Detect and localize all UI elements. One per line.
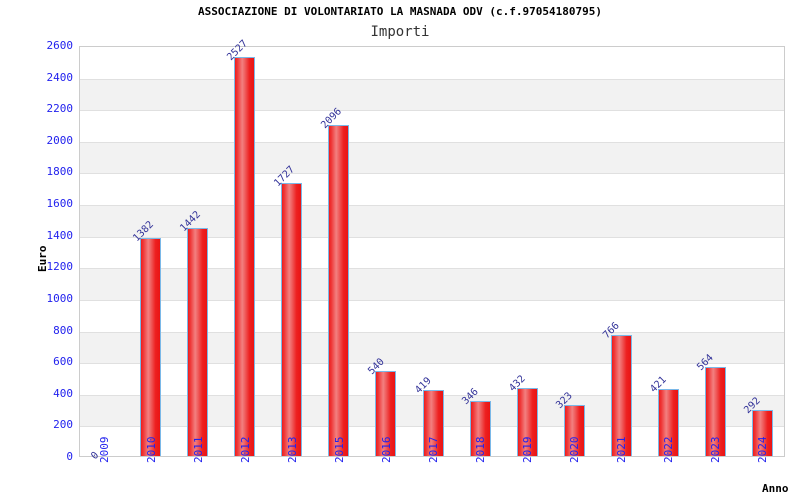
y-axis-tick-label: 1600 [46, 197, 74, 211]
y-axis-tick-label: 2400 [46, 70, 74, 84]
gridline [80, 205, 784, 207]
x-axis-tick-label: 2016 [379, 436, 393, 464]
y-axis-tick-label: 2600 [46, 39, 74, 52]
y-axis-tick-label: 1400 [46, 228, 74, 242]
bar[interactable] [610, 334, 632, 456]
x-axis-tick-label: 2013 [285, 436, 299, 464]
x-axis-tick-label: 2015 [332, 436, 346, 464]
gridline [80, 236, 784, 238]
y-axis-tick-label: 200 [53, 418, 73, 432]
y-axis-tick-label: 2000 [46, 133, 74, 147]
y-axis-tick-label: 400 [53, 386, 73, 400]
background-band [80, 331, 784, 364]
gridline [80, 268, 784, 270]
gridline [80, 299, 784, 301]
x-axis-tick-label: 2020 [568, 436, 582, 464]
y-axis-title: Euro [36, 245, 49, 273]
x-axis-tick-label: 2021 [615, 436, 629, 464]
y-axis-tick-label: 0 [66, 450, 73, 463]
gridline [80, 78, 784, 80]
background-band [80, 78, 784, 111]
x-axis-tick-label: 2010 [144, 436, 158, 464]
y-axis-tick-label: 600 [53, 355, 73, 369]
bar[interactable] [187, 228, 209, 456]
gridline [80, 331, 784, 333]
chart-title: ASSOCIAZIONE DI VOLONTARIATO LA MASNADA … [198, 5, 602, 18]
x-axis-tick-label: 2017 [427, 436, 440, 464]
x-axis-title: Anno [762, 482, 789, 495]
gridline [80, 173, 784, 175]
bar[interactable] [657, 389, 679, 456]
y-axis-tick-label: 1200 [46, 260, 74, 274]
gridline [80, 110, 784, 112]
background-band [80, 141, 784, 174]
plot-area [79, 46, 785, 457]
bar[interactable] [422, 389, 444, 456]
chart-subtitle: Importi [370, 24, 430, 40]
bar[interactable] [469, 401, 491, 456]
bar[interactable] [751, 409, 773, 456]
y-axis-tick-label: 1800 [46, 165, 74, 179]
bar[interactable] [234, 56, 256, 456]
gridline [80, 363, 784, 365]
gridline [80, 141, 784, 143]
y-axis-tick-label: 1000 [46, 291, 74, 305]
x-axis-tick-label: 2011 [191, 436, 205, 464]
bar[interactable] [704, 366, 726, 456]
x-axis-tick-label: 2023 [709, 436, 723, 464]
bar[interactable] [375, 370, 397, 456]
y-axis-tick-label: 2200 [46, 102, 74, 116]
x-axis-tick-label: 2019 [521, 436, 535, 464]
x-axis-tick-label: 2018 [474, 436, 488, 464]
bar[interactable] [516, 387, 538, 456]
background-band [80, 268, 784, 300]
x-axis-tick-label: 2012 [238, 436, 252, 464]
y-axis-tick-labels: 0 200 400 600 800 1000 1200 1400 1600 1800 2000 220… [0, 0, 74, 500]
bar[interactable] [563, 404, 585, 456]
bar[interactable] [328, 124, 350, 456]
y-axis-tick-label: 800 [53, 323, 73, 337]
x-axis-tick-label: 2024 [756, 436, 770, 464]
x-axis-tick-label: 2022 [662, 436, 676, 464]
bar[interactable] [281, 183, 303, 456]
bar[interactable] [140, 237, 162, 456]
